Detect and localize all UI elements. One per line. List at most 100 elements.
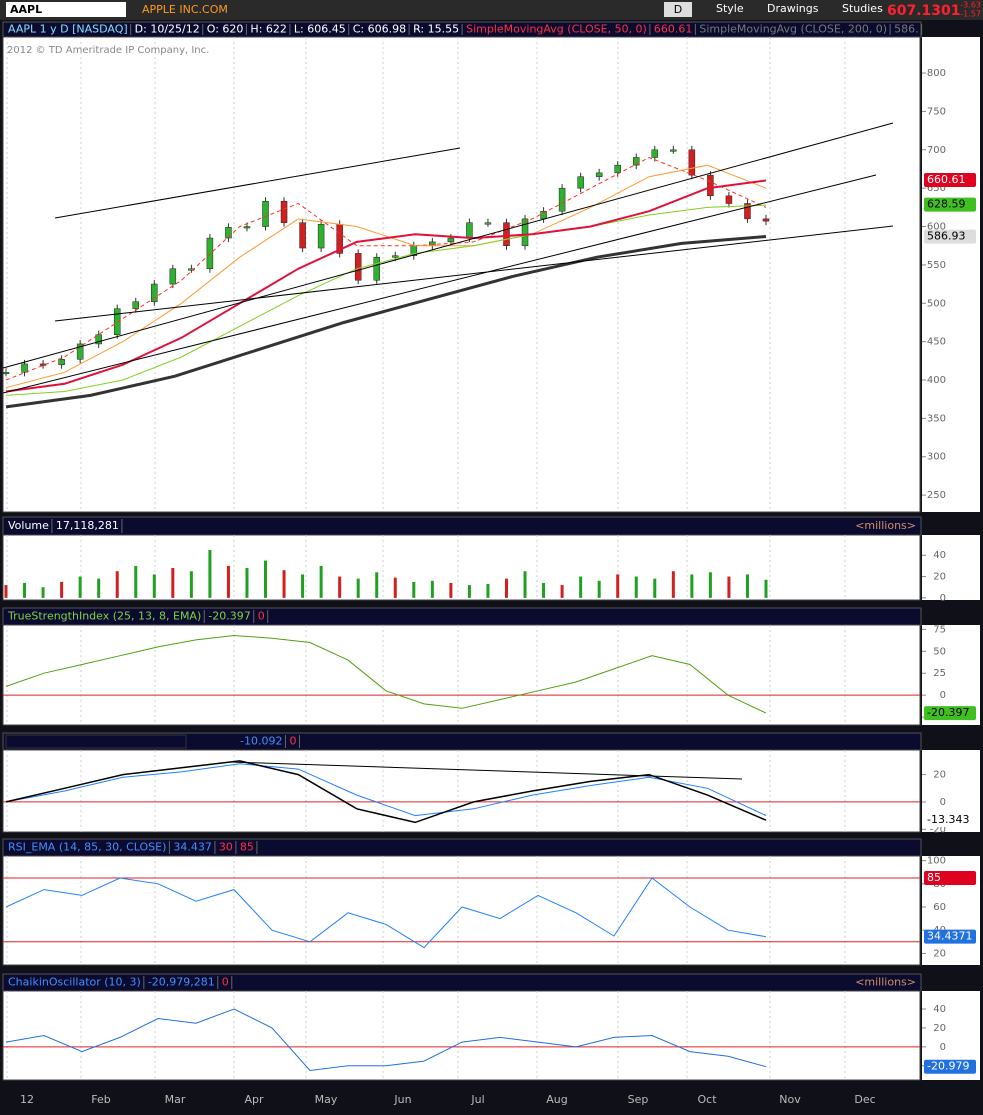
price-badge-label: 34.4371	[927, 930, 973, 943]
price-badge	[924, 197, 976, 212]
panel-label: SimpleMovingAvg (CLOSE, 200, 0)	[699, 23, 887, 36]
candle-body	[225, 227, 232, 239]
y-tick-label: 60	[933, 902, 946, 913]
panel-label: -20.397	[208, 610, 250, 623]
panel-label: 660.61	[654, 23, 693, 36]
y-tick-label: 20	[933, 1023, 946, 1034]
plot-area	[2, 749, 921, 833]
candle-body	[762, 218, 770, 222]
month-label: Mar	[165, 1093, 186, 1106]
candle-body	[58, 359, 65, 365]
month-label: 12	[20, 1093, 34, 1106]
candle-body	[169, 268, 177, 285]
y-tick-label: 500	[927, 298, 946, 309]
candle-body	[132, 301, 140, 309]
volume-bar	[356, 578, 360, 598]
candle-body	[521, 218, 529, 246]
volume-bar	[338, 576, 342, 598]
axis-strip	[922, 37, 980, 512]
volume-bar	[745, 574, 749, 598]
volume-bar	[727, 576, 731, 598]
price-badge-label: 586.93	[927, 230, 966, 243]
plot-area	[2, 534, 921, 601]
candle-body	[317, 223, 325, 249]
volume-bar	[152, 574, 156, 598]
y-tick-label: 50	[933, 646, 946, 657]
candle-body	[707, 174, 714, 197]
period-button[interactable]	[664, 2, 692, 17]
plot-area	[2, 855, 921, 966]
period-label: D	[674, 3, 682, 16]
symbol-box[interactable]	[6, 2, 126, 17]
volume-bar	[41, 587, 45, 598]
volume-bar	[616, 574, 620, 598]
y-tick-label: 750	[927, 106, 946, 117]
y-tick-label: 0	[940, 593, 946, 604]
volume-bar	[134, 565, 138, 598]
y-tick-label: 40	[933, 1004, 946, 1015]
panel-header	[2, 516, 922, 536]
candle-body	[651, 149, 659, 158]
panel-label: C: 606.98	[353, 23, 406, 36]
volume-bar	[412, 581, 416, 598]
volume-bar	[764, 579, 768, 598]
y-tick-label: 550	[927, 260, 946, 271]
price-badge	[924, 1059, 976, 1074]
panel-label: RSI_EMA (14, 85, 30, CLOSE)	[8, 841, 166, 854]
last-price: 607.1301	[887, 3, 961, 19]
y-tick-label: 350	[927, 413, 946, 424]
candle-body	[503, 222, 510, 246]
candle-body	[373, 256, 380, 281]
panel-label: 586.	[894, 23, 919, 36]
y-tick-label: 450	[927, 337, 946, 348]
y-tick-label: 700	[927, 145, 946, 156]
month-label: May	[315, 1093, 338, 1106]
candle-body	[280, 200, 288, 223]
panel-label: 30	[219, 841, 233, 854]
volume-bar	[189, 571, 193, 598]
candle-body	[484, 222, 492, 225]
price-badge-label: 660.61	[927, 173, 966, 186]
units-label: <millions>	[855, 976, 916, 989]
volume-bar	[282, 570, 286, 598]
candle-body	[744, 203, 751, 220]
month-label: Apr	[244, 1093, 264, 1106]
y-tick-label: 0	[940, 1042, 946, 1053]
volume-bar	[579, 576, 583, 598]
volume-bar	[4, 585, 8, 598]
volume-bar	[97, 578, 101, 598]
candle-body	[2, 372, 10, 375]
volume-bar	[226, 565, 230, 598]
candle-body	[558, 187, 566, 212]
y-tick-label: 40	[933, 550, 946, 561]
candle-body	[466, 222, 473, 239]
month-label: Nov	[779, 1093, 801, 1106]
price-badge-label: 628.59	[927, 198, 966, 211]
toolbar-button[interactable]: Drawings	[767, 2, 819, 15]
volume-bar	[523, 571, 527, 598]
volume-bar	[393, 577, 397, 598]
price-badge	[924, 173, 976, 188]
volume-bar	[486, 584, 490, 598]
volume-bar	[245, 568, 249, 598]
month-label: Aug	[546, 1093, 567, 1106]
units-label: <millions>	[855, 519, 916, 532]
panel-label: 34.437	[173, 841, 212, 854]
price-badge-label: 85	[927, 871, 941, 884]
indicator-line	[5, 156, 767, 381]
y-tick-label: 20	[933, 770, 946, 781]
month-label: Oct	[697, 1093, 717, 1106]
panel-label: AAPL 1 y D [NASDAQ]	[8, 23, 128, 36]
volume-bar	[671, 571, 675, 598]
volume-bar	[264, 560, 268, 598]
volume-bar	[319, 565, 323, 598]
volume-bar	[597, 580, 601, 598]
toolbar-button[interactable]: Style	[716, 2, 744, 15]
toolbar-button[interactable]: Studies	[842, 2, 883, 15]
y-tick-label: 100	[927, 856, 946, 867]
toolbar	[0, 0, 983, 20]
y-tick-label: 25	[933, 668, 946, 679]
panel-label: 0	[222, 976, 229, 989]
y-tick-label: 250	[927, 490, 946, 501]
y-tick-label: -20	[930, 824, 946, 835]
